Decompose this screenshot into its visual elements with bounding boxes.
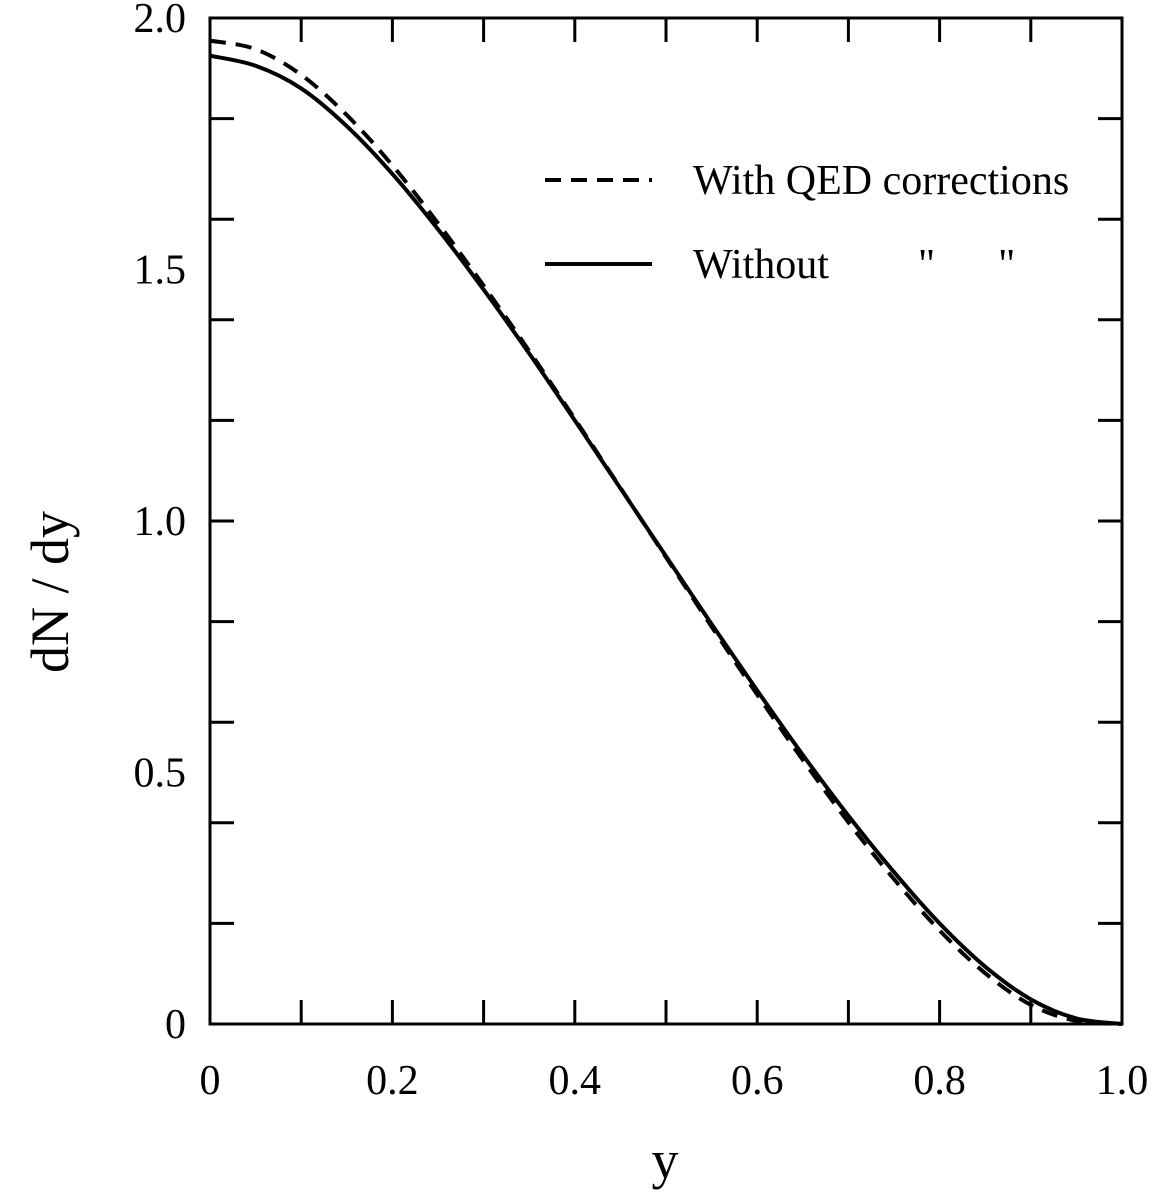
- x-tick-label: 0.4: [549, 1058, 602, 1104]
- y-tick-label: 0: [165, 1002, 186, 1048]
- y-axis-title: dN / dy: [20, 511, 80, 673]
- tick-labels: 0 0.2 0.4 0.6 0.8 1.0 0 0.5 1.0 1.5 2.0: [134, 0, 1149, 1104]
- y-tick-label: 1.0: [134, 499, 187, 545]
- curves: [209, 38, 1123, 1026]
- y-tick-label: 0.5: [134, 751, 187, 797]
- x-tick-label: 0: [200, 1058, 221, 1104]
- legend-label-without: Without: [693, 242, 829, 288]
- legend-label-ditto: " ": [918, 242, 1015, 288]
- x-tick-label: 0.2: [366, 1058, 419, 1104]
- legend: With QED corrections Without " ": [545, 158, 1069, 288]
- y-tick-label: 2.0: [134, 0, 187, 42]
- x-axis-title: y: [652, 1130, 679, 1190]
- legend-label-with-qed: With QED corrections: [693, 158, 1069, 204]
- y-tick-label: 1.5: [134, 248, 187, 294]
- x-tick-label: 0.8: [913, 1058, 966, 1104]
- series-line-without: [209, 53, 1123, 1026]
- x-tick-label: 1.0: [1096, 1058, 1149, 1104]
- x-tick-label: 0.6: [731, 1058, 784, 1104]
